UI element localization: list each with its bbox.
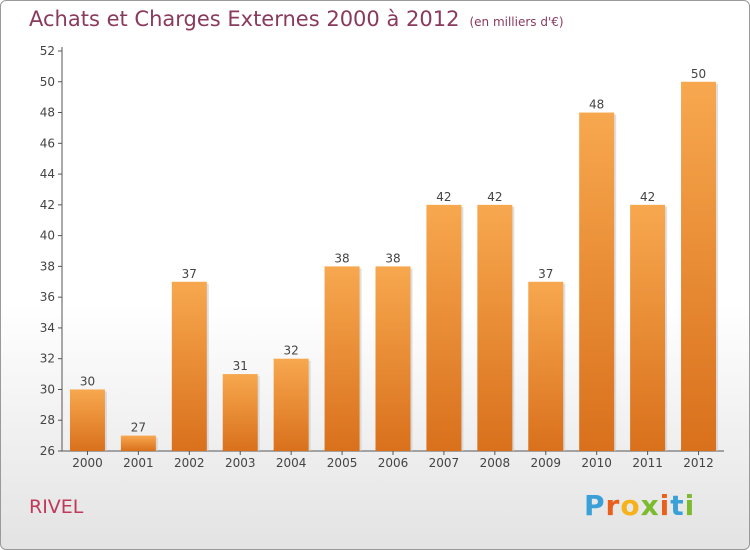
y-tick-label: 46	[40, 136, 55, 150]
y-tick-label: 28	[40, 413, 55, 427]
bar	[222, 374, 258, 451]
x-tick-label: 2006	[378, 456, 409, 470]
bar	[630, 204, 666, 451]
bar	[426, 204, 462, 451]
logo-letter: i	[684, 489, 696, 522]
x-tick-label: 2008	[480, 456, 511, 470]
bar	[171, 281, 207, 451]
y-tick-label: 34	[40, 321, 55, 335]
bar-value-label: 37	[538, 267, 553, 281]
y-tick-label: 36	[40, 290, 55, 304]
y-tick-label: 38	[40, 259, 55, 273]
y-tick-label: 26	[40, 444, 55, 458]
bar-value-label: 38	[334, 251, 349, 265]
x-tick-label: 2011	[632, 456, 663, 470]
logo-letter: P	[584, 489, 606, 522]
logo-letter: r	[605, 489, 621, 522]
x-tick-label: 2010	[581, 456, 612, 470]
y-tick-label: 48	[40, 106, 55, 120]
bar	[324, 266, 360, 451]
bar-value-label: 50	[691, 67, 706, 81]
logo-letter: x	[640, 489, 660, 522]
x-tick-label: 2009	[530, 456, 561, 470]
bar	[528, 281, 564, 451]
bar-value-label: 37	[182, 267, 197, 281]
y-tick-label: 40	[40, 229, 55, 243]
bar	[120, 435, 156, 451]
bar-value-label: 38	[385, 251, 400, 265]
y-tick-label: 30	[40, 382, 55, 396]
logo-letter: o	[620, 489, 641, 522]
x-tick-label: 2003	[225, 456, 256, 470]
logo-letter: i	[659, 489, 671, 522]
x-tick-label: 2007	[429, 456, 460, 470]
proxiti-logo[interactable]: Proxiti	[584, 489, 695, 522]
y-tick-label: 50	[40, 75, 55, 89]
bar-value-label: 48	[589, 98, 604, 112]
bar	[579, 112, 615, 452]
bar	[273, 358, 309, 451]
y-tick-label: 32	[40, 352, 55, 366]
bar-value-label: 32	[284, 344, 299, 358]
y-tick-label: 42	[40, 198, 55, 212]
logo-letter: t	[670, 489, 685, 522]
bar-value-label: 42	[640, 190, 655, 204]
x-tick-label: 2001	[123, 456, 154, 470]
x-tick-label: 2004	[276, 456, 307, 470]
x-tick-label: 2002	[174, 456, 205, 470]
bar-value-label: 31	[233, 359, 248, 373]
chart-unit: (en milliers d'€)	[469, 15, 564, 29]
y-tick-label: 52	[40, 44, 55, 58]
x-tick-label: 2005	[327, 456, 358, 470]
commune-name: RIVEL	[29, 496, 84, 518]
x-tick-label: 2012	[683, 456, 714, 470]
chart-title-text: Achats et Charges Externes 2000 à 2012	[29, 7, 460, 31]
bar	[477, 204, 513, 451]
y-tick-label: 44	[40, 167, 55, 181]
bar	[681, 81, 717, 452]
bar-value-label: 42	[436, 190, 451, 204]
bar-value-label: 42	[487, 190, 502, 204]
bar-value-label: 27	[131, 421, 146, 435]
x-tick-label: 2000	[72, 456, 103, 470]
bar	[375, 266, 411, 451]
chart-title: Achats et Charges Externes 2000 à 2012 (e…	[29, 7, 564, 31]
bar-value-label: 30	[80, 374, 95, 388]
bar	[69, 389, 105, 451]
